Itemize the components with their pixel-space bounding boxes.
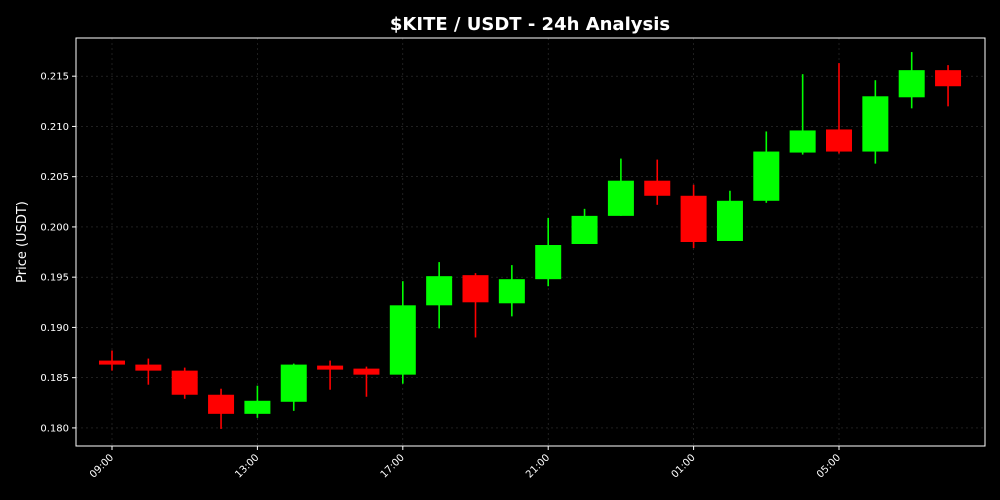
candle-up xyxy=(716,190,743,241)
y-axis-label: Price (USDT) xyxy=(15,201,30,283)
candle-down xyxy=(99,350,125,371)
y-tick-label: 0.210 xyxy=(40,122,69,133)
candle-body xyxy=(571,215,598,245)
candle-up xyxy=(789,74,816,155)
candles xyxy=(99,52,962,429)
candle-down xyxy=(462,273,489,338)
candle-down xyxy=(135,358,162,385)
y-tick-label: 0.180 xyxy=(40,423,69,434)
candle-up xyxy=(571,208,598,245)
candle-down xyxy=(826,63,852,154)
candle-down xyxy=(171,367,198,399)
candle-body xyxy=(462,275,489,303)
candle-body xyxy=(426,276,453,306)
candle-body xyxy=(353,368,380,375)
candle-body xyxy=(389,305,416,375)
candle-body xyxy=(716,200,743,241)
candle-down xyxy=(644,159,671,205)
x-tick-label: 09:00 xyxy=(88,452,116,480)
candle-up xyxy=(535,217,562,287)
candle-down xyxy=(208,388,235,429)
candle-up xyxy=(898,52,925,109)
x-tick-label: 17:00 xyxy=(379,452,407,480)
y-tick-label: 0.185 xyxy=(40,373,69,384)
candle-up xyxy=(389,281,416,384)
candle-body xyxy=(680,195,707,242)
x-tick-label: 13:00 xyxy=(233,452,261,480)
chart-title: $KITE / USDT - 24h Analysis xyxy=(390,14,670,35)
candle-body xyxy=(935,70,962,87)
candle-down xyxy=(935,65,962,107)
y-tick-label: 0.190 xyxy=(40,323,69,334)
candle-body xyxy=(99,360,125,365)
candle-body xyxy=(789,130,816,153)
candle-up xyxy=(426,262,453,329)
candle-up xyxy=(753,131,780,203)
candle-down xyxy=(353,366,380,397)
candle-body xyxy=(317,365,344,370)
x-tick-label: 05:00 xyxy=(815,452,843,480)
candle-up xyxy=(244,385,271,418)
candle-body xyxy=(607,180,634,216)
candle-body xyxy=(280,364,307,402)
plot-frame xyxy=(75,37,986,447)
candle-up xyxy=(862,80,889,164)
candle-body xyxy=(644,180,671,196)
y-axis: 0.180 0.185 0.190 0.195 0.200 0.205 0.210 0.215 xyxy=(40,72,76,434)
x-axis: 09:00 13:00 17:00 21:00 01:00 05:00 xyxy=(88,446,843,481)
y-tick-label: 0.195 xyxy=(40,273,69,284)
candle-up xyxy=(280,363,307,411)
candle-body xyxy=(862,96,889,152)
candle-up xyxy=(498,265,525,317)
candle-down xyxy=(317,360,344,390)
grid xyxy=(76,38,985,446)
y-tick-label: 0.215 xyxy=(40,72,69,83)
candle-body xyxy=(535,245,562,280)
candle-body xyxy=(826,129,852,152)
candle-body xyxy=(244,400,271,414)
candle-body xyxy=(498,279,525,304)
candle-body xyxy=(208,394,235,414)
candle-body xyxy=(898,70,925,98)
candle-body xyxy=(753,151,780,201)
candle-down xyxy=(680,184,707,249)
candle-body xyxy=(135,364,162,371)
candle-up xyxy=(607,158,634,216)
candle-body xyxy=(171,370,198,395)
y-tick-label: 0.205 xyxy=(40,172,69,183)
x-tick-label: 01:00 xyxy=(670,452,698,480)
x-tick-label: 21:00 xyxy=(524,452,552,480)
y-tick-label: 0.200 xyxy=(40,222,69,233)
